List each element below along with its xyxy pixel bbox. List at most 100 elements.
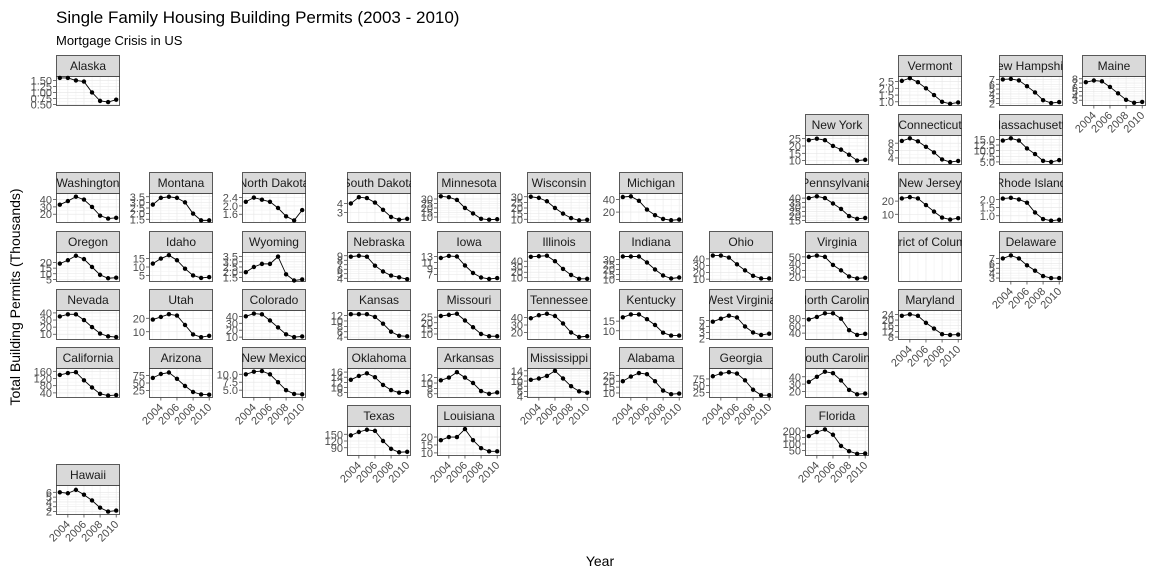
data-point [190,273,196,278]
data-point [544,373,550,379]
panel-strip-label: Utah [168,293,193,307]
data-point [660,216,666,222]
data-point [1000,256,1006,261]
data-point [1016,197,1022,202]
data-point [1024,83,1030,89]
data-point [97,272,103,278]
data-point [182,200,188,205]
y-tick-label: 4 [989,89,995,101]
data-point [150,317,156,322]
data-point [552,368,558,373]
data-point [486,391,492,396]
data-point [568,215,574,221]
data-point [348,254,354,259]
y-tick-label: 25 [511,197,523,209]
y-tick-label: 30 [40,202,52,214]
y-tick-label: 1.5 [223,272,238,284]
panel-strip-label: Pennsylvania [801,176,873,190]
data-point [628,194,634,199]
panel-strip-label: Ohio [728,235,754,249]
data-point [404,334,410,339]
data-point [718,253,724,258]
y-tick-label: 12 [331,311,343,323]
data-point [528,194,534,199]
data-point [1048,275,1054,281]
data-point [73,194,79,199]
data-point [494,449,500,454]
data-point [822,195,828,201]
data-point [1008,253,1014,258]
panel-strip-label: Texas [363,409,394,423]
panel-strip-label: Florida [819,409,856,423]
data-point [97,331,103,336]
y-tick-label: 40 [40,308,52,320]
data-point [907,136,913,141]
data-point [846,449,852,454]
data-point [644,260,650,265]
data-point [438,438,444,443]
data-point [1024,263,1030,268]
data-point [750,387,756,392]
panel-strip-label: Kentucky [626,293,675,307]
data-point [65,258,71,263]
data-point [1099,79,1105,84]
data-point [113,215,119,221]
data-point [97,391,103,396]
data-point [923,202,929,208]
y-tick-label: 3 [46,502,52,514]
data-point [676,333,682,338]
data-point [198,275,204,281]
data-point [388,273,394,278]
data-point [668,391,674,397]
data-point [446,312,452,318]
y-tick-label: 5 [1072,87,1078,99]
data-point [65,198,71,204]
data-point [636,312,642,317]
data-point [89,264,95,270]
data-point [166,252,172,258]
y-tick-label: 6 [427,389,433,401]
data-point [283,214,289,219]
data-point [267,261,273,267]
y-tick-label: 14 [331,372,343,384]
data-point [710,319,716,324]
data-point [356,312,362,317]
data-point [81,197,87,202]
data-point [846,387,852,393]
data-point [89,90,95,95]
data-point [846,152,852,157]
data-point [923,144,929,150]
data-point [806,317,812,322]
data-point [446,434,452,440]
data-point [291,278,297,283]
y-tick-label: 20 [789,211,801,223]
x-axis-title: Year [586,553,615,569]
data-point [259,368,265,374]
data-point [726,255,732,260]
data-point [150,202,156,207]
y-tick-label: 16 [882,321,894,333]
y-tick-label: 2 [989,99,995,111]
y-tick-label: 15 [511,209,523,221]
panel-district-of-columbia: District of Columbia [898,231,962,282]
y-tick-label: 20 [511,267,523,279]
data-point [190,211,196,216]
data-point [158,256,164,261]
y-tick-label: 4 [989,268,995,280]
data-point [291,218,297,223]
data-point [1083,80,1089,85]
y-tick-label: 5.0 [980,157,995,169]
y-tick-label: 3.0 [130,197,145,209]
data-point [299,207,305,213]
data-point [710,374,716,379]
data-point [243,314,249,319]
data-point [838,378,844,383]
data-point [113,334,119,340]
y-tick-label: 25 [789,207,801,219]
data-point [291,334,297,340]
